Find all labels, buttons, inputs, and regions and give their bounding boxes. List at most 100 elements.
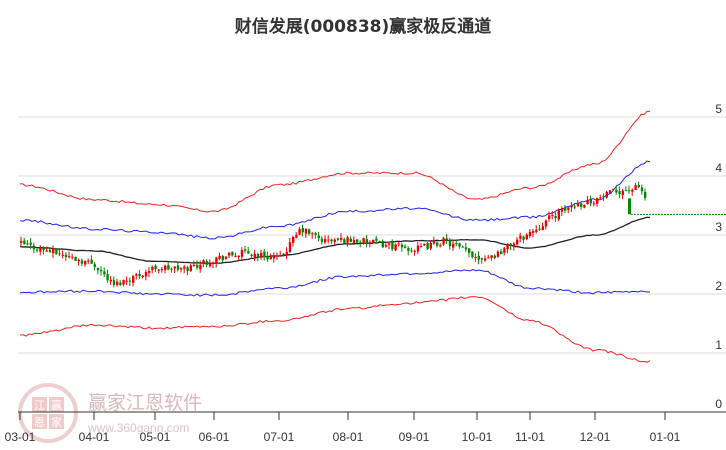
band-inner_upper — [19, 160, 651, 240]
y-axis: 0 1 2 3 4 5 — [715, 102, 722, 411]
candle-down — [480, 258, 484, 260]
candle-down — [26, 243, 29, 245]
candle-up — [61, 254, 64, 256]
candle-up — [516, 239, 519, 245]
candle-down — [48, 249, 52, 253]
y-tick-label: 2 — [715, 279, 722, 293]
candle-up — [372, 239, 375, 243]
candle-up — [413, 250, 416, 252]
candle-down — [509, 243, 512, 247]
candle-up — [135, 274, 138, 276]
x-tick-label: 01-01 — [650, 430, 681, 444]
candle-down — [58, 253, 61, 255]
candle-down — [221, 256, 224, 261]
candle-down — [464, 247, 468, 250]
svg-text:赢: 赢 — [51, 398, 62, 412]
candle-down — [55, 248, 58, 255]
candle-down — [301, 227, 304, 233]
candle-up — [228, 252, 231, 256]
candle-down — [349, 238, 352, 242]
candle-down — [448, 240, 452, 247]
y-tick-label: 0 — [715, 397, 722, 411]
candle-up — [583, 204, 586, 208]
candle-down — [365, 239, 368, 244]
candle-up — [362, 238, 365, 244]
chart-title: 财信发展(000838)赢家极反通道 — [234, 17, 492, 37]
candle-down — [308, 229, 311, 234]
band-inner_lower — [19, 268, 651, 297]
candle-down — [247, 250, 250, 254]
x-tick-label: 12-01 — [580, 430, 611, 444]
candle-up — [423, 244, 426, 246]
candle-down — [100, 270, 103, 272]
candle-up — [311, 233, 314, 235]
candle-down — [80, 260, 84, 264]
candle-down — [458, 243, 461, 247]
watermark-brand: 赢家江恩软件 — [88, 392, 202, 414]
candle-up — [352, 239, 356, 243]
candle-down — [282, 253, 285, 256]
candle-up — [160, 269, 164, 271]
candle-up — [605, 191, 608, 198]
candle-up — [560, 207, 564, 212]
candle-down — [391, 242, 394, 250]
candle-down — [624, 190, 628, 192]
candle-down — [410, 250, 413, 252]
candle-down — [343, 239, 346, 244]
candle-up — [340, 237, 343, 240]
candle-up — [496, 251, 500, 257]
candle-down — [112, 280, 116, 285]
candle-down — [244, 249, 247, 251]
candle-down — [461, 246, 464, 248]
candle-down — [196, 264, 199, 268]
candle-down — [618, 191, 621, 194]
candle-up — [557, 210, 560, 220]
y-tick-label: 1 — [715, 338, 722, 352]
candle-down — [554, 216, 557, 219]
candle-up — [570, 205, 573, 208]
candle-up — [327, 239, 330, 241]
candle-down — [106, 273, 109, 281]
candle-down — [602, 196, 605, 198]
candle-up — [631, 189, 634, 192]
candle-down — [250, 254, 253, 256]
band-outer_upper — [19, 110, 651, 213]
candle-up — [224, 256, 228, 259]
candle-up — [260, 253, 263, 258]
candle-up — [151, 266, 154, 271]
candle-down — [493, 255, 496, 259]
candle-up — [253, 253, 256, 258]
candle-up — [218, 255, 221, 259]
candle-up — [122, 279, 125, 285]
candle-up — [634, 185, 637, 190]
candle-up — [20, 241, 23, 243]
candle-up — [39, 247, 42, 252]
x-tick-label: 08-01 — [333, 430, 364, 444]
candle-up — [116, 281, 119, 286]
candle-up — [576, 203, 580, 207]
y-tick-label: 5 — [715, 102, 722, 116]
watermark: 江 赢 恩 家 赢家江恩软件 www.360gann.com — [18, 383, 202, 443]
band-mid — [19, 216, 651, 264]
candle-up — [276, 255, 279, 257]
candle-down — [640, 187, 644, 192]
candle-up — [490, 255, 493, 258]
x-tick-label: 07-01 — [264, 430, 295, 444]
candle-up — [512, 243, 516, 247]
candle-down — [263, 251, 266, 258]
candle-up — [474, 257, 477, 259]
x-axis: 03-01 04-01 05-01 06-01 07-01 08-01 09-01 10-01… — [5, 411, 726, 444]
candle-up — [535, 229, 538, 232]
y-tick-label: 4 — [715, 161, 722, 175]
svg-text:恩: 恩 — [34, 416, 45, 429]
x-tick-label: 11-01 — [515, 430, 545, 444]
candle-up — [528, 231, 532, 237]
candle-down — [400, 244, 404, 248]
candle-up — [452, 243, 455, 248]
watermark-url: www.360gann.com — [87, 421, 189, 435]
candle-up — [141, 275, 144, 277]
x-tick-label: 10-01 — [462, 430, 493, 444]
candle-down — [320, 238, 324, 242]
candle-up — [432, 241, 436, 244]
